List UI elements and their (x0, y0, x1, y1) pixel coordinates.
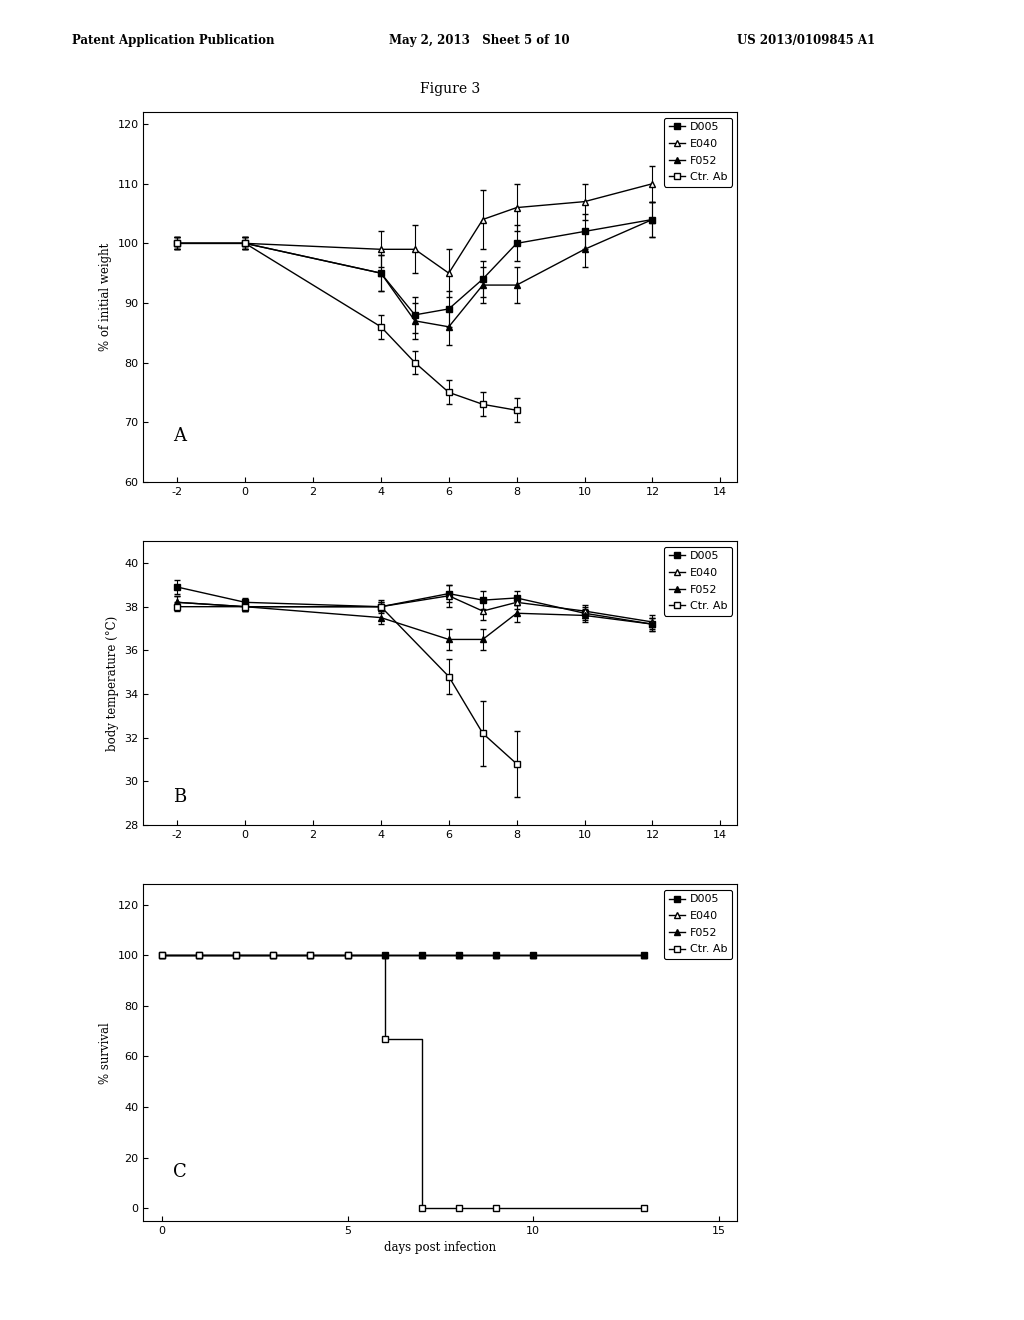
X-axis label: days post infection: days post infection (384, 1241, 497, 1254)
Text: May 2, 2013   Sheet 5 of 10: May 2, 2013 Sheet 5 of 10 (389, 34, 569, 48)
Text: A: A (173, 428, 186, 445)
Text: US 2013/0109845 A1: US 2013/0109845 A1 (737, 34, 876, 48)
Text: Figure 3: Figure 3 (421, 82, 480, 96)
Y-axis label: % survival: % survival (99, 1022, 112, 1084)
Text: Patent Application Publication: Patent Application Publication (72, 34, 274, 48)
Legend: D005, E040, F052, Ctr. Ab: D005, E040, F052, Ctr. Ab (665, 890, 732, 958)
Y-axis label: body temperature (°C): body temperature (°C) (105, 615, 119, 751)
Text: C: C (173, 1163, 186, 1181)
Legend: D005, E040, F052, Ctr. Ab: D005, E040, F052, Ctr. Ab (665, 117, 732, 186)
Y-axis label: % of initial weight: % of initial weight (99, 243, 112, 351)
Legend: D005, E040, F052, Ctr. Ab: D005, E040, F052, Ctr. Ab (665, 546, 732, 615)
Text: B: B (173, 788, 186, 807)
